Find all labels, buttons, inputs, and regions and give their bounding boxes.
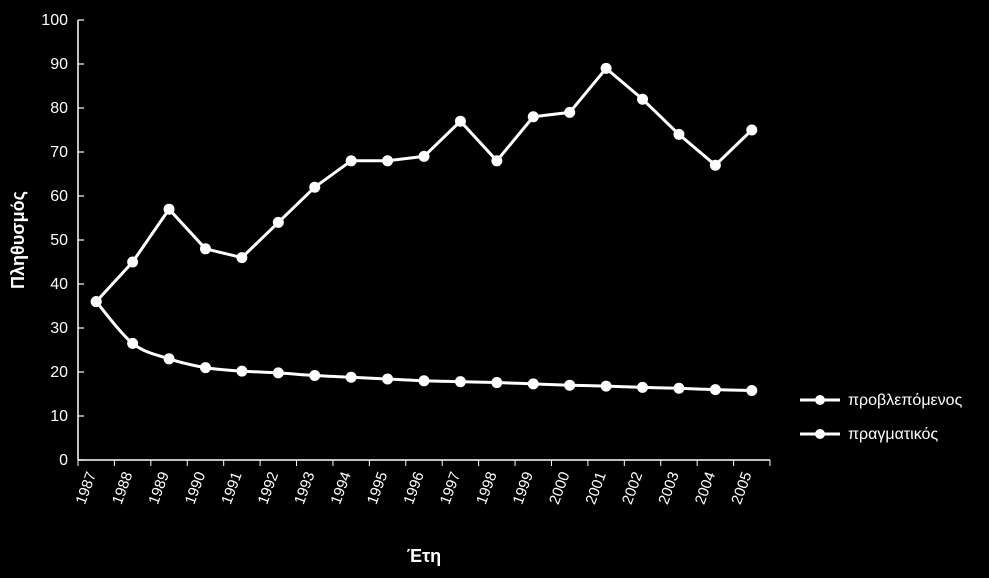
line-chart: 0102030405060708090100198719881989199019…: [0, 0, 989, 578]
series-marker: [455, 116, 465, 126]
y-tick-label: 0: [59, 452, 68, 469]
y-tick-label: 100: [41, 12, 68, 29]
series-marker: [128, 257, 138, 267]
legend-label: προβλεπόμενος: [848, 392, 963, 409]
series-marker: [383, 374, 393, 384]
x-axis-title: Έτη: [407, 546, 441, 566]
y-tick-label: 70: [50, 144, 68, 161]
y-tick-label: 10: [50, 408, 68, 425]
y-tick-label: 90: [50, 56, 68, 73]
series-marker: [710, 160, 720, 170]
series-marker: [528, 379, 538, 389]
series-marker: [164, 354, 174, 364]
series-marker: [528, 112, 538, 122]
series-marker: [455, 377, 465, 387]
series-marker: [200, 244, 210, 254]
y-axis-title: Πληθυσμός: [8, 191, 28, 289]
y-tick-label: 60: [50, 188, 68, 205]
series-marker: [310, 371, 320, 381]
series-marker: [273, 368, 283, 378]
series-marker: [164, 204, 174, 214]
series-marker: [638, 94, 648, 104]
series-marker: [419, 376, 429, 386]
series-marker: [601, 63, 611, 73]
series-marker: [565, 380, 575, 390]
series-marker: [492, 378, 502, 388]
y-tick-label: 20: [50, 364, 68, 381]
series-marker: [273, 217, 283, 227]
series-marker: [492, 156, 502, 166]
y-tick-label: 80: [50, 100, 68, 117]
series-marker: [747, 385, 757, 395]
y-tick-label: 40: [50, 276, 68, 293]
y-tick-label: 50: [50, 232, 68, 249]
legend-label: πραγματικός: [848, 426, 938, 443]
series-marker: [346, 372, 356, 382]
series-marker: [237, 253, 247, 263]
y-tick-label: 30: [50, 320, 68, 337]
series-marker: [601, 381, 611, 391]
series-marker: [674, 129, 684, 139]
series-marker: [383, 156, 393, 166]
series-marker: [237, 366, 247, 376]
series-marker: [310, 182, 320, 192]
series-marker: [674, 383, 684, 393]
series-marker: [200, 363, 210, 373]
series-marker: [565, 107, 575, 117]
series-marker: [419, 151, 429, 161]
series-marker: [128, 338, 138, 348]
series-marker: [710, 385, 720, 395]
chart-container: 0102030405060708090100198719881989199019…: [0, 0, 989, 578]
series-marker: [747, 125, 757, 135]
series-marker: [638, 382, 648, 392]
series-marker: [91, 297, 101, 307]
series-marker: [346, 156, 356, 166]
